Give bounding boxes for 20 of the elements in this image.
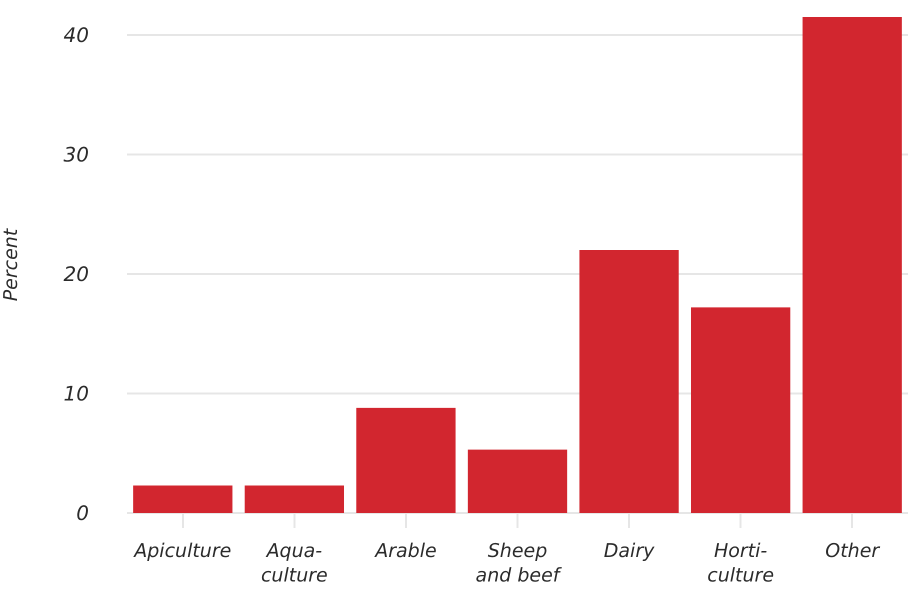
x-tick-label: Dairy (604, 540, 656, 562)
bar (802, 17, 902, 513)
x-tick-label: Sheep and beef (476, 540, 563, 586)
bar (579, 250, 679, 513)
y-tick-label: 40 (64, 22, 89, 47)
bar (356, 408, 456, 513)
y-axis-title: Percent (0, 227, 22, 302)
x-tick-label: Arable (373, 540, 437, 562)
x-tick-label: Apiculture (132, 540, 232, 562)
x-tick-label: Aqua- culture (260, 540, 328, 586)
bar (133, 486, 232, 513)
bar (468, 450, 568, 513)
bar (244, 486, 344, 513)
y-tick-label: 30 (64, 142, 89, 166)
bar (690, 307, 790, 513)
x-tick-label: Horti- culture (707, 540, 774, 586)
x-tick-label: Other (825, 540, 880, 562)
y-tick-label: 20 (64, 262, 89, 286)
y-tick-label: 10 (64, 381, 89, 406)
y-tick-label: 0 (76, 501, 89, 525)
